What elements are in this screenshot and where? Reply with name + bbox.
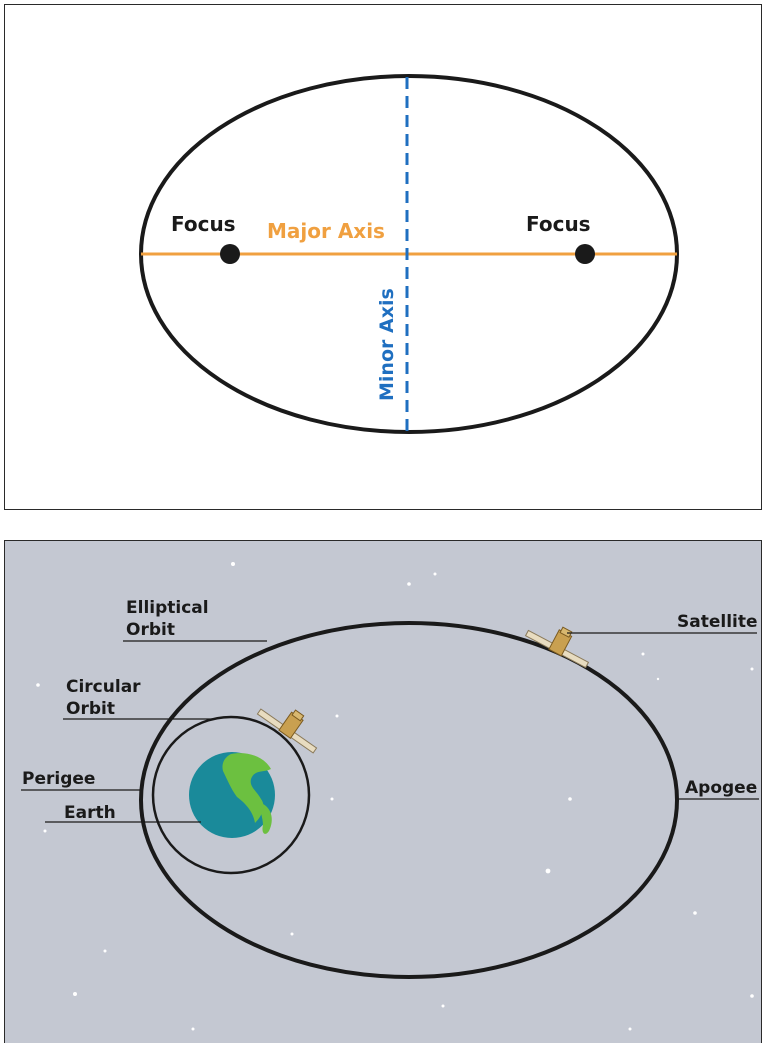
- minor-axis-label: Minor Axis: [376, 288, 398, 401]
- star: [641, 652, 645, 656]
- circular-orbit-label-line2: Orbit: [66, 699, 115, 719]
- satellite-label: Satellite: [677, 612, 758, 632]
- star: [433, 572, 437, 576]
- star: [231, 562, 235, 566]
- star: [330, 797, 334, 801]
- ellipse-diagram: Focus Focus Major Axis Minor Axis: [139, 74, 679, 434]
- orbit-diagram: Elliptical Orbit Circular Orbit Perigee …: [21, 562, 759, 1031]
- star: [407, 582, 411, 586]
- earth-land-north-america: [222, 753, 271, 823]
- star: [191, 1027, 195, 1031]
- earth-label: Earth: [64, 803, 116, 823]
- focus-left-point: [220, 244, 240, 264]
- star: [750, 994, 754, 998]
- star: [36, 683, 40, 687]
- elliptical-orbit-label-line1: Elliptical: [126, 598, 209, 618]
- circular-orbit: [151, 715, 311, 875]
- star: [628, 1027, 632, 1031]
- circular-orbit-label-line1: Circular: [66, 677, 141, 697]
- satellite-elliptical-icon: [524, 626, 590, 669]
- orbit-diagram-panel: Elliptical Orbit Circular Orbit Perigee …: [4, 540, 762, 1043]
- elliptical-orbit: [139, 621, 679, 979]
- star: [43, 829, 47, 833]
- star: [750, 667, 754, 671]
- star: [73, 992, 77, 996]
- major-axis-label: Major Axis: [267, 219, 385, 243]
- earth-icon: [189, 752, 275, 838]
- perigee-label: Perigee: [22, 769, 95, 789]
- star: [290, 932, 294, 936]
- focus-right-label: Focus: [526, 212, 591, 236]
- star: [693, 911, 697, 915]
- apogee-label: Apogee: [685, 778, 757, 798]
- satellite-top: [291, 709, 305, 722]
- star: [441, 1004, 445, 1008]
- satellite-top: [559, 626, 573, 638]
- focus-right-point: [575, 244, 595, 264]
- star: [335, 714, 339, 718]
- ellipse-diagram-panel: Focus Focus Major Axis Minor Axis: [4, 4, 762, 510]
- star: [545, 868, 551, 874]
- leader-lines: [21, 632, 759, 823]
- elliptical-orbit-label-line2: Orbit: [126, 620, 175, 640]
- focus-left-label: Focus: [171, 212, 236, 236]
- star: [656, 677, 660, 681]
- star: [103, 949, 107, 953]
- satellite-circular-icon: [256, 708, 318, 754]
- star: [568, 797, 572, 801]
- earth-land-south-america: [260, 803, 272, 834]
- star-field: [36, 562, 754, 1031]
